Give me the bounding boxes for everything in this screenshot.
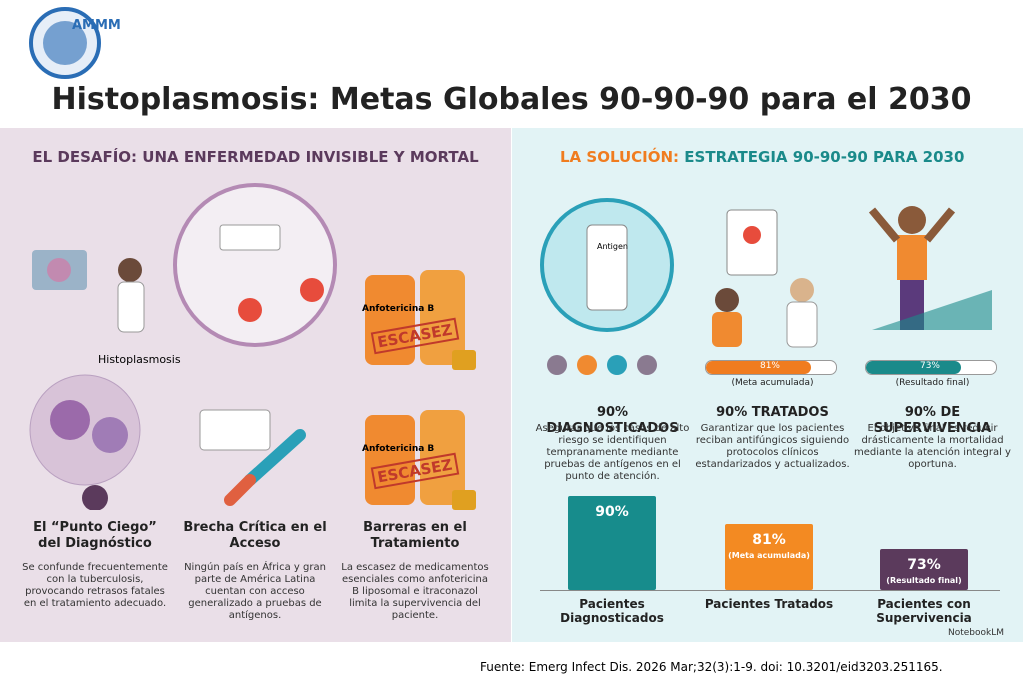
drug: Anfotericina B	[362, 444, 435, 454]
logo-icon	[29, 7, 101, 79]
value-label: 81%	[752, 532, 786, 548]
right-illustrations	[540, 198, 992, 375]
heading-b: ESTRATEGIA 90-90-90 PARA 2030	[684, 148, 965, 166]
item-text: Garantizar que los pacientes reciban ant…	[695, 423, 850, 470]
drug: Anfotericina B	[362, 304, 435, 314]
right-heading: LA SOLUCIÓN: ESTRATEGIA 90-90-90 PARA 20…	[560, 148, 964, 166]
progress-note: (Resultado final)	[895, 378, 970, 388]
item-text: Se confunde frecuentemente con la tuberc…	[22, 562, 168, 609]
progress-note: (Meta acumulada)	[731, 378, 814, 388]
value-label: 73%	[907, 557, 941, 574]
progress-label: 81%	[759, 361, 780, 371]
bar	[725, 524, 813, 590]
watermark: NotebookLM	[948, 628, 1005, 638]
x-tick-label: Pacientes Tratados	[704, 597, 834, 611]
source: Fuente: Emerg Infect Dis. 2026 Mar;32(3)…	[480, 660, 943, 674]
value-label: 90%	[595, 503, 629, 520]
progress-label: 73%	[919, 361, 940, 371]
item-text: El objetivo final es reducir drásticamen…	[854, 423, 1011, 470]
left-illustrations	[29, 183, 476, 510]
item-title: 90% DIAGNOSTICADOS	[546, 405, 679, 436]
axis-line	[540, 590, 1000, 591]
item-text: La escasez de medicamentos esenciales co…	[341, 562, 489, 621]
bar	[880, 549, 968, 590]
x-tick-label: Pacientes Diagnosticados	[560, 597, 664, 625]
left-heading: EL DESAFÍO: UNA ENFERMEDAD INVISIBLE Y M…	[32, 148, 479, 166]
item-title: Barreras en el Tratamiento	[363, 520, 467, 551]
item-title: El “Punto Ciego” del Diagnóstico	[33, 520, 157, 551]
progress-bar	[866, 361, 961, 374]
logo-text: AMMM	[72, 18, 121, 33]
bar-note: (Resultado final)	[886, 576, 962, 586]
item-title: 90% DE SUPERVIVENCIA	[873, 405, 992, 436]
label: Histoplasmosis	[98, 353, 181, 366]
item-title: Brecha Crítica en el Acceso	[183, 520, 327, 551]
item-title: 90% TRATADOS	[716, 405, 829, 420]
progress-bar	[706, 361, 812, 374]
item-text: Asegurar que los casos de alto riesgo se…	[535, 423, 690, 482]
bar-note: (Meta acumulada)	[728, 551, 810, 560]
test-label: Antigen	[597, 242, 628, 251]
title: Histoplasmosis: Metas Globales 90-90-90 …	[51, 82, 972, 117]
heading-a: LA SOLUCIÓN:	[560, 148, 680, 166]
item-text: Ningún país en África y gran parte de Am…	[184, 562, 326, 621]
bar	[568, 495, 656, 590]
x-tick-label: Pacientes con Supervivencia	[876, 597, 972, 625]
